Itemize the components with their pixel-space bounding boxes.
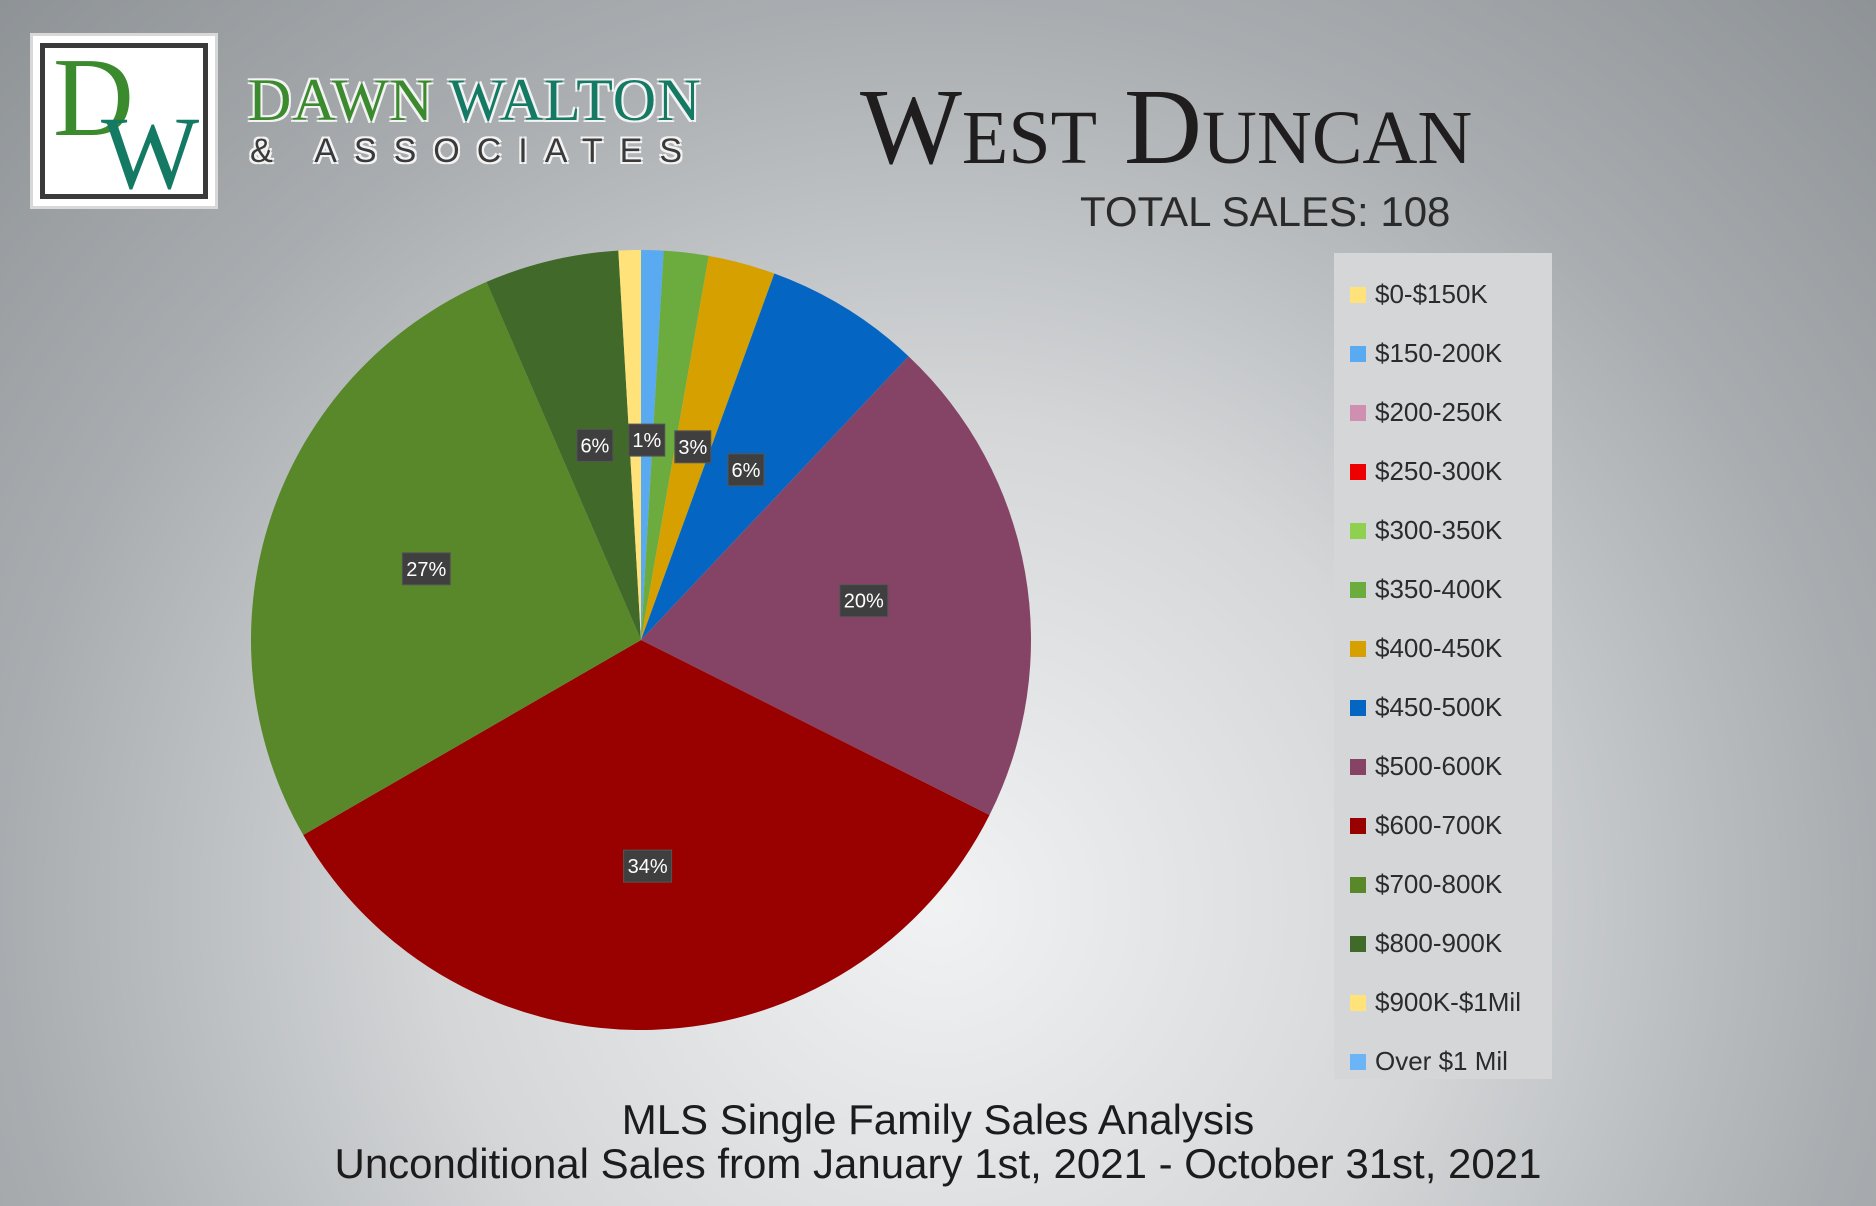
legend-label: $500-600K [1375,751,1503,781]
legend-label: $400-450K [1375,633,1503,663]
pie-data-label: 34% [623,849,673,883]
footer-line-2: Unconditional Sales from January 1st, 20… [334,1140,1542,1187]
legend-swatch [1350,404,1366,421]
legend-label: $350-400K [1375,574,1503,604]
svg-text:6%: 6% [732,460,761,482]
legend-label: $250-300K [1375,456,1503,486]
pie-data-label: 20% [839,584,889,618]
pie-slice [303,640,990,1031]
svg-text:27%: 27% [406,559,446,581]
legend-label: $900K-$1Mil [1375,987,1521,1017]
legend-item: $400-450K [1350,619,1552,678]
legend-swatch [1350,640,1366,657]
legend-swatch [1350,758,1366,775]
legend-swatch [1350,463,1366,480]
legend-item: $500-600K [1350,737,1552,796]
legend-item: $200-250K [1350,383,1552,442]
legend-swatch [1350,817,1366,834]
pie-data-label: 1% [628,423,666,457]
legend-swatch [1350,699,1366,716]
pie-slice [641,356,1032,816]
legend-item: $300-350K [1350,501,1552,560]
legend-item: $250-300K [1350,442,1552,501]
svg-text:34%: 34% [628,856,668,878]
pie-slice [486,250,641,640]
legend-label: $300-350K [1375,515,1503,545]
logo-frame: D W [40,36,208,206]
brand-name-first: DAWN [248,67,434,133]
brand-subtitle: & ASSOCIATES [250,132,700,170]
legend-item: Over $1 Mil [1350,1032,1552,1091]
brand-name: DAWN WALTON [248,70,701,130]
logo-letter-w: W [101,96,200,211]
svg-text:3%: 3% [678,437,707,459]
pie-slice [641,273,909,640]
legend-swatch [1350,935,1366,952]
legend-swatch [1350,581,1366,598]
legend-item: $700-800K [1350,855,1552,914]
legend-label: $150-200K [1375,338,1503,368]
svg-text:20%: 20% [844,591,884,613]
company-logo: D W [30,33,218,209]
chart-legend: $0-$150K $150-200K $200-250K $250-300K $300-… [1334,253,1552,1079]
legend-swatch [1350,286,1366,303]
pie-data-label: 3% [674,430,712,464]
legend-label: $450-500K [1375,692,1503,722]
legend-label: $200-250K [1375,397,1503,427]
legend-label: Over $1 Mil [1375,1046,1508,1076]
svg-text:6%: 6% [580,435,609,457]
legend-swatch [1350,1053,1366,1070]
legend-label: $800-900K [1375,928,1503,958]
legend-item: $600-700K [1350,796,1552,855]
footer-line-1: MLS Single Family Sales Analysis [621,1096,1255,1143]
pie-data-label: 6% [727,453,765,487]
chart-title: West Duncan [860,68,1473,187]
legend-label: $700-800K [1375,869,1503,899]
legend-item: $800-900K [1350,914,1552,973]
legend-item: $900K-$1Mil [1350,973,1552,1032]
legend-item: $350-400K [1350,560,1552,619]
pie-data-label: 6% [576,428,614,462]
svg-text:1%: 1% [632,430,661,452]
legend-label: $600-700K [1375,810,1503,840]
pie-data-label: 27% [401,552,451,586]
legend-swatch [1350,876,1366,893]
logo-letter-d: D [53,36,134,160]
legend-item: $450-500K [1350,678,1552,737]
legend-item: $150-200K [1350,324,1552,383]
legend-swatch [1350,345,1366,362]
pie-chart: 1% 3% 6% 20% 34% 27% 6% [251,250,1032,1031]
legend-item: $0-$150K [1350,265,1552,324]
legend-swatch [1350,522,1366,539]
legend-swatch [1350,994,1366,1011]
brand-name-last: WALTON [448,67,702,133]
total-sales: TOTAL SALES: 108 [1080,188,1451,235]
legend-label: $0-$150K [1375,279,1488,309]
